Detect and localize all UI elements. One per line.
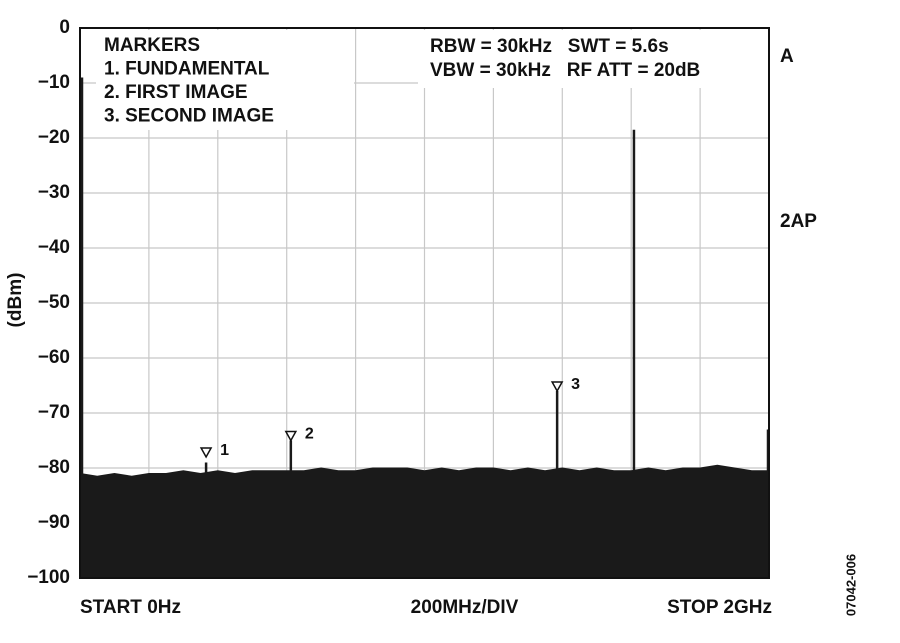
y-axis-label: (dBm) <box>5 273 26 328</box>
y-tick-label: −70 <box>38 402 70 423</box>
y-tick-label: −30 <box>38 182 70 203</box>
y-tick-label: −60 <box>38 347 70 368</box>
marker-label: 2 <box>305 426 314 443</box>
legend-line: MARKERS <box>104 35 200 56</box>
y-tick-label: −10 <box>38 72 70 93</box>
y-tick-label: −80 <box>38 457 70 478</box>
plot-frame <box>79 27 770 579</box>
marker-triangle <box>199 447 213 459</box>
marker-label: 3 <box>571 376 580 393</box>
y-tick-label: −100 <box>27 567 70 588</box>
legend-line: 3. SECOND IMAGE <box>104 106 274 127</box>
noise-floor <box>79 464 770 579</box>
marker-triangle <box>550 381 564 393</box>
x-axis-label: 200MHz/DIV <box>411 597 519 618</box>
y-tick-label: 0 <box>59 17 70 38</box>
side-label: 2AP <box>780 211 817 232</box>
settings-line: VBW = 30kHz RF ATT = 20dB <box>430 60 700 81</box>
y-tick-label: −40 <box>38 237 70 258</box>
legend-line: 2. FIRST IMAGE <box>104 82 248 103</box>
side-label: A <box>780 46 794 67</box>
x-axis-label: STOP 2GHz <box>667 597 772 618</box>
legend-line: 1. FUNDAMENTAL <box>104 59 270 80</box>
marker-label: 1 <box>220 442 229 459</box>
y-tick-label: −20 <box>38 127 70 148</box>
marker-triangle <box>284 430 298 443</box>
y-tick-label: −90 <box>38 512 70 533</box>
figure-id: 07042-006 <box>843 554 858 616</box>
settings-box <box>418 30 768 88</box>
legend-box <box>96 30 354 130</box>
y-tick-label: −50 <box>38 292 70 313</box>
x-axis-label: START 0Hz <box>80 597 181 618</box>
settings-line: RBW = 30kHz SWT = 5.6s <box>430 36 669 57</box>
